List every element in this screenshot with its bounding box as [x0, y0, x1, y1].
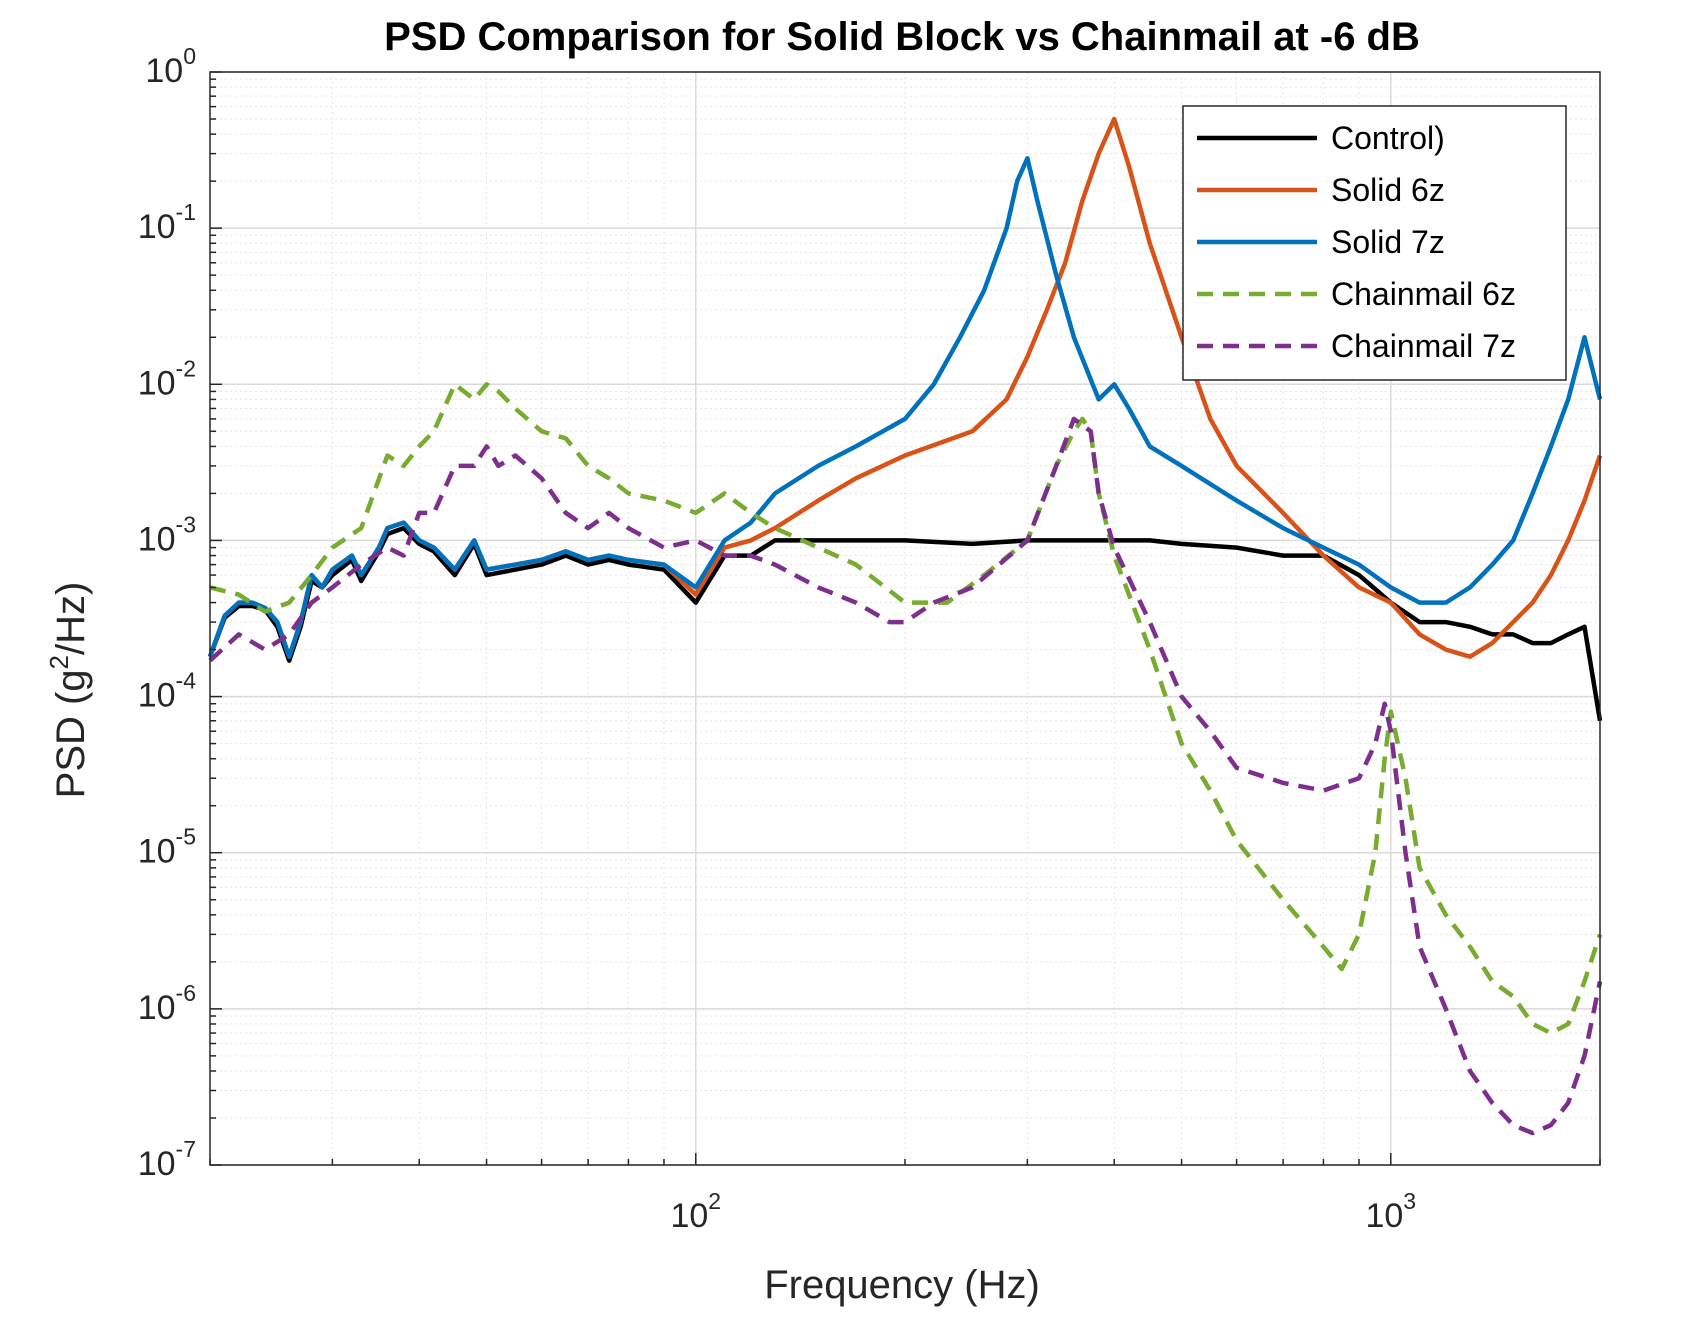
y-tick-base: 10 [138, 1145, 176, 1183]
y-tick-label: 10-4 [138, 668, 196, 715]
x-tick-base: 10 [1365, 1197, 1403, 1235]
y-tick-label: 10-1 [138, 199, 196, 246]
y-tick-label: 10-2 [138, 355, 196, 402]
y-axis-label: PSD (g2/Hz) [44, 582, 93, 799]
x-tick-exponent: 2 [708, 1188, 721, 1214]
y-tick-base: 10 [138, 677, 176, 715]
y-tick-label: 10-6 [138, 980, 196, 1027]
x-tick-label: 103 [1365, 1188, 1416, 1235]
legend-label-1: Control) [1331, 120, 1445, 156]
chart-title: PSD Comparison for Solid Block vs Chainm… [384, 15, 1420, 59]
y-axis-label-prefix: PSD (g [49, 669, 93, 798]
y-tick-label: 100 [145, 43, 196, 90]
x-tick-label: 102 [670, 1188, 721, 1235]
legend-label-3: Solid 7z [1331, 224, 1445, 260]
axes [209, 71, 1601, 1166]
series-line-3 [207, 156, 1603, 659]
y-tick-exponent: -6 [176, 980, 196, 1006]
y-axis-label-sup: 2 [44, 655, 74, 669]
y-tick-exponent: -4 [176, 668, 197, 694]
legend: Control) Solid 6z Solid 7z Chainmail 6z Chai… [1182, 105, 1567, 381]
series-layer [207, 116, 1603, 1136]
y-tick-exponent: -5 [176, 824, 196, 850]
y-tick-base: 10 [138, 833, 176, 871]
x-tick-exponent: 3 [1403, 1188, 1416, 1214]
y-tick-exponent: -3 [176, 511, 196, 537]
x-axis-label: Frequency (Hz) [764, 1263, 1040, 1307]
y-tick-base: 10 [138, 989, 176, 1027]
y-tick-label: 10-3 [138, 511, 196, 558]
legend-label-4: Chainmail 6z [1331, 276, 1516, 312]
y-tick-label: 10-5 [138, 824, 196, 871]
y-tick-exponent: 0 [183, 43, 196, 69]
series-line-5 [208, 416, 1603, 1136]
y-tick-label: 10-7 [138, 1136, 196, 1183]
y-tick-exponent: -1 [176, 199, 196, 225]
legend-label-5: Chainmail 7z [1331, 328, 1516, 364]
y-tick-base: 10 [138, 520, 176, 558]
x-tick-base: 10 [670, 1197, 708, 1235]
legend-label-2: Solid 6z [1331, 172, 1445, 208]
y-tick-base: 10 [138, 364, 176, 402]
y-tick-exponent: -7 [176, 1136, 196, 1162]
y-tick-exponent: -2 [176, 355, 196, 381]
y-tick-base: 10 [145, 52, 183, 90]
y-tick-base: 10 [138, 208, 176, 246]
y-axis-label-suffix: /Hz) [49, 582, 93, 655]
